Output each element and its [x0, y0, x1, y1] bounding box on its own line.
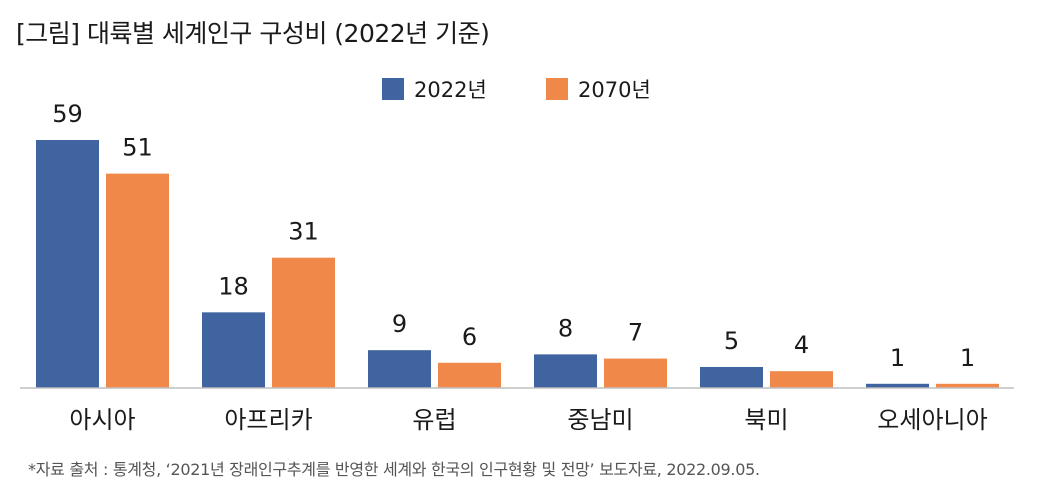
value-label-2022-2: 9 — [392, 310, 407, 338]
legend: 2022년 2070년 — [382, 78, 651, 102]
legend-label-2022: 2022년 — [414, 78, 487, 102]
category-label-3: 중남미 — [567, 406, 633, 434]
legend-swatch-2022 — [382, 78, 404, 100]
bar-2070-2 — [438, 362, 501, 388]
value-label-2022-0: 59 — [52, 100, 83, 128]
value-labels: 59 51 18 31 9 6 8 7 5 4 1 1 — [52, 100, 975, 372]
bar-2070-4 — [770, 371, 833, 388]
bars — [36, 140, 999, 388]
legend-label-2070: 2070년 — [578, 78, 651, 102]
legend-swatch-2070 — [546, 78, 568, 100]
bar-2070-1 — [272, 257, 335, 388]
value-label-2022-4: 5 — [724, 327, 739, 355]
category-labels: 아시아 아프리카 유럽 중남미 북미 오세아니아 — [69, 406, 987, 434]
source-note: *자료 출처 : 통계청, ‘2021년 장래인구추계를 반영한 세계와 한국의… — [28, 460, 760, 479]
value-label-2070-3: 7 — [628, 319, 643, 347]
value-label-2022-1: 18 — [218, 272, 249, 300]
category-label-4: 북미 — [744, 406, 788, 434]
bar-2070-5 — [936, 383, 999, 388]
bar-2022-4 — [700, 366, 763, 388]
value-label-2070-2: 6 — [462, 323, 477, 351]
category-label-1: 아프리카 — [224, 406, 312, 434]
value-label-2022-5: 1 — [890, 344, 905, 372]
bar-2022-2 — [368, 350, 431, 388]
value-label-2070-0: 51 — [122, 134, 153, 162]
chart-title: [그림] 대륙별 세계인구 구성비 (2022년 기준) — [16, 19, 490, 48]
value-label-2070-4: 4 — [794, 331, 809, 359]
bar-2022-1 — [202, 312, 265, 388]
value-label-2070-5: 1 — [960, 344, 975, 372]
bar-2022-0 — [36, 140, 99, 388]
value-label-2022-3: 8 — [558, 314, 573, 342]
category-label-5: 오세아니아 — [877, 406, 987, 434]
category-label-0: 아시아 — [69, 406, 135, 434]
bar-2022-5 — [866, 383, 929, 388]
category-label-2: 유럽 — [412, 406, 456, 434]
bar-2022-3 — [534, 354, 597, 388]
bar-2070-0 — [106, 173, 169, 388]
value-label-2070-1: 31 — [288, 218, 319, 246]
bar-2070-3 — [604, 358, 667, 388]
